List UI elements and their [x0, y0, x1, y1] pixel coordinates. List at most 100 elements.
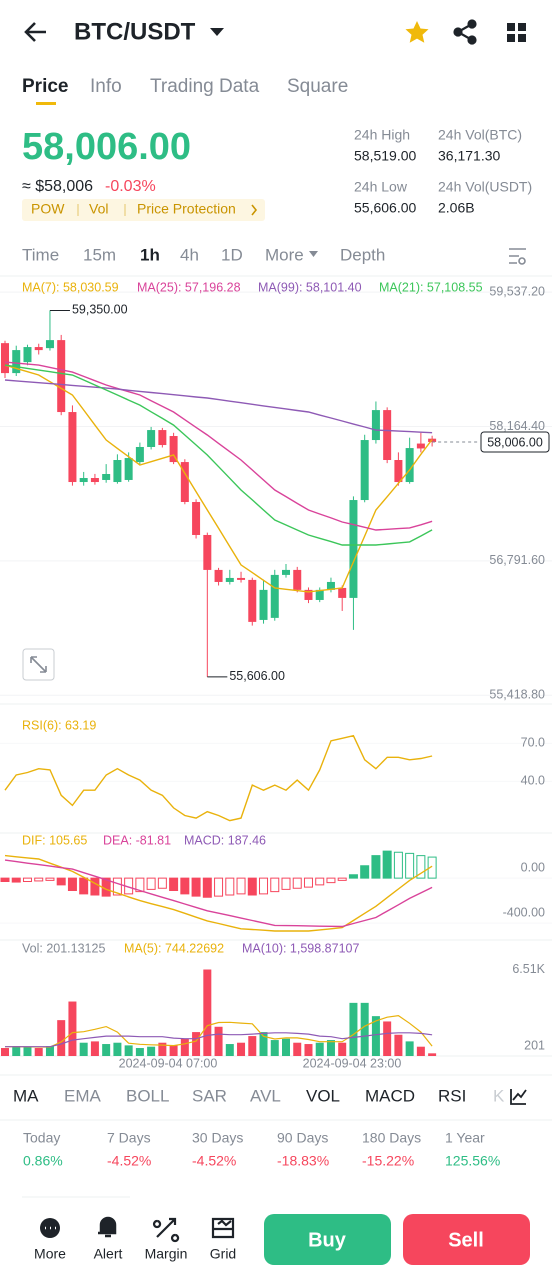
tag[interactable]: Price Protection — [137, 201, 236, 217]
ma-line — [4, 379, 433, 434]
interval[interactable]: 4h — [180, 245, 199, 264]
tab-underline — [36, 102, 56, 105]
time-label: 2024-09-04 07:00 — [119, 1056, 218, 1070]
time-label: 2024-09-04 23:00 — [303, 1056, 402, 1070]
stat-value: 55,606.00 — [354, 200, 416, 216]
volume-bar — [12, 1046, 21, 1056]
interval[interactable]: 15m — [83, 245, 116, 264]
macd-bar — [225, 877, 235, 896]
high-label: 59,350.00 — [72, 303, 128, 317]
symbol[interactable]: BTC/USDT — [74, 18, 196, 45]
perf-value: -15.22% — [362, 1153, 414, 1169]
interval[interactable]: 1h — [140, 245, 160, 264]
candle-body — [349, 500, 358, 598]
volume-bar — [79, 1042, 88, 1056]
volume-bar — [180, 1038, 189, 1056]
volume-bar — [57, 1020, 66, 1056]
tag[interactable]: Vol — [89, 201, 108, 217]
grid-icon[interactable] — [507, 23, 526, 42]
volume-bar — [225, 1044, 234, 1056]
indicator-tab[interactable]: K — [493, 1086, 505, 1105]
candle-body — [394, 460, 403, 483]
indicator-tab[interactable]: RSI — [438, 1086, 466, 1105]
rsi-legend: RSI(6): 63.19 — [22, 718, 96, 732]
candle-body — [360, 440, 369, 501]
nav-label[interactable]: Margin — [145, 1246, 188, 1262]
candle-body — [315, 589, 324, 600]
macd-bar — [416, 855, 426, 879]
tag[interactable]: POW — [31, 201, 65, 217]
candle-body — [23, 347, 32, 363]
volume-bar — [90, 1041, 99, 1056]
candle-body — [1, 343, 9, 374]
macd-bar — [236, 877, 246, 895]
interval[interactable]: Depth — [340, 245, 385, 264]
chevron[interactable] — [251, 204, 258, 216]
candle-body — [135, 446, 144, 463]
macd-bar — [303, 877, 313, 888]
volume-bar — [248, 1036, 257, 1056]
candle-body — [180, 462, 189, 502]
indicator-tab[interactable]: EMA — [64, 1086, 102, 1105]
caret[interactable] — [210, 28, 224, 36]
vol-ma-line — [5, 1014, 433, 1048]
ma-legend: MA(21): 57,108.55 — [379, 280, 483, 294]
chart-settings-icon[interactable] — [509, 248, 526, 265]
buy-button[interactable] — [264, 1214, 391, 1265]
perf-label: Today — [23, 1130, 60, 1146]
last-price: 58,006.00 — [22, 126, 191, 168]
candle-body — [12, 350, 21, 374]
tab[interactable]: Price — [22, 76, 68, 97]
rsi-line — [4, 734, 433, 822]
margin-icon[interactable] — [152, 1217, 180, 1243]
nav-label[interactable]: Alert — [94, 1246, 123, 1262]
macd-bar — [22, 877, 32, 882]
dif-line — [4, 854, 433, 932]
sell-label[interactable]: Sell — [448, 1229, 484, 1251]
interval[interactable]: 1D — [221, 245, 243, 264]
y-tick-label: 58,164.40 — [489, 419, 545, 433]
indicator-tab[interactable]: AVL — [250, 1086, 281, 1105]
nav-label[interactable]: More — [34, 1246, 66, 1262]
macd-bar — [0, 877, 10, 882]
indicator-tab[interactable]: BOLL — [126, 1086, 169, 1105]
macd-bar — [348, 874, 358, 879]
candle-body — [113, 460, 122, 483]
indicator-tab[interactable]: VOL — [306, 1086, 340, 1105]
tab[interactable]: Trading Data — [150, 76, 260, 97]
ma-legend: MA(25): 57,196.28 — [137, 280, 241, 294]
favorite-icon[interactable] — [405, 21, 429, 43]
candle-body — [416, 443, 425, 449]
indicator-tab[interactable]: SAR — [192, 1086, 227, 1105]
tab[interactable]: Square — [287, 76, 348, 97]
vol-ma-legend: MA(10): 1,598.87107 — [242, 941, 359, 955]
buy-label[interactable]: Buy — [308, 1229, 347, 1251]
indicator-tab[interactable]: MA — [13, 1086, 39, 1105]
interval[interactable]: More — [265, 245, 304, 264]
alert-icon[interactable] — [98, 1216, 117, 1238]
macd-bar — [427, 856, 437, 879]
volume-bar — [428, 1053, 437, 1056]
dea-line — [4, 859, 433, 928]
share-icon[interactable] — [453, 19, 477, 45]
sell-button[interactable] — [403, 1214, 530, 1265]
macd-tick-label: -400.00 — [503, 905, 545, 919]
nav-label[interactable]: Grid — [210, 1246, 236, 1262]
expand-icon — [30, 656, 47, 673]
interval[interactable]: Time — [22, 245, 59, 264]
tab[interactable]: Info — [90, 76, 122, 97]
volume-bar — [259, 1032, 268, 1056]
candle-body — [270, 574, 279, 618]
macd-bar — [371, 855, 381, 879]
draw-icon[interactable] — [510, 1089, 527, 1105]
vol-tick-label: 201 — [524, 1038, 545, 1052]
volume-bar — [304, 1044, 313, 1056]
back-icon[interactable] — [24, 22, 46, 42]
grid-bot-icon[interactable] — [211, 1217, 235, 1239]
macd-bar — [247, 877, 257, 896]
indicator-tab[interactable]: MACD — [365, 1086, 415, 1105]
volume-bar — [349, 1002, 358, 1056]
ma-line — [4, 364, 433, 546]
macd-bar — [281, 877, 291, 890]
